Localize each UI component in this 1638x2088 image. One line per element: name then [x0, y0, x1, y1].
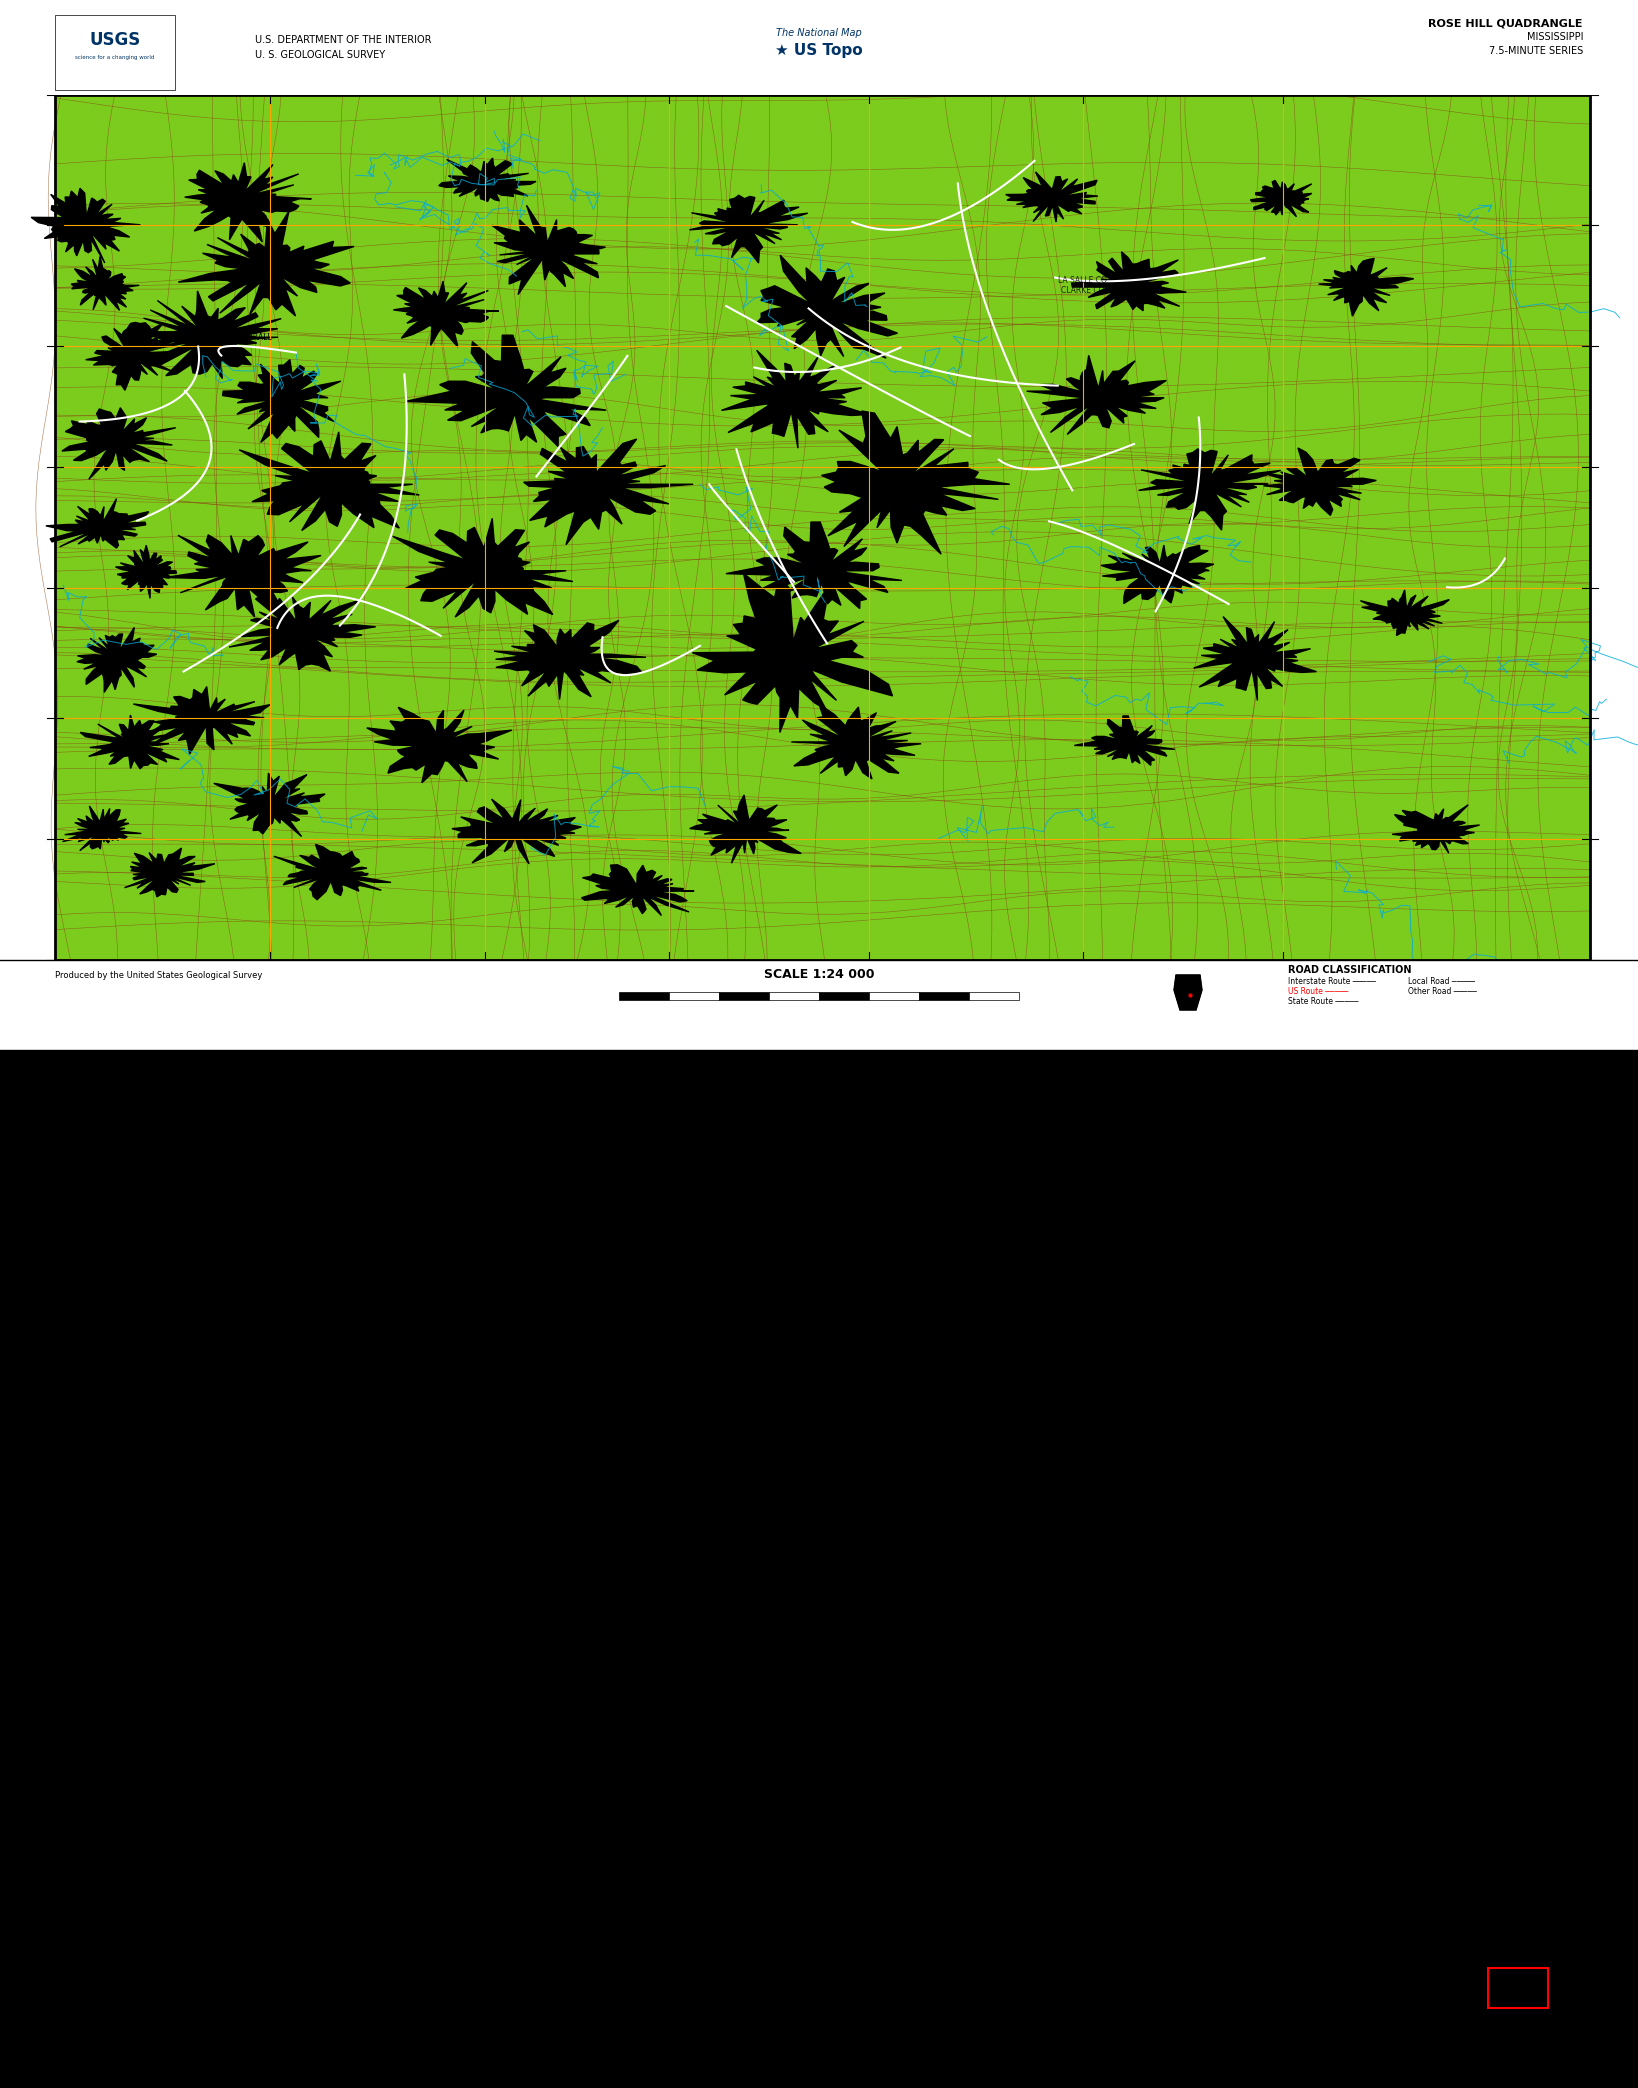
- Text: USGS: USGS: [90, 31, 141, 48]
- Polygon shape: [70, 257, 139, 311]
- Text: 32°15': 32°15': [41, 81, 69, 90]
- Polygon shape: [1138, 449, 1281, 530]
- Bar: [919, 992, 970, 1000]
- Text: science for a changing world: science for a changing world: [75, 54, 154, 58]
- Polygon shape: [31, 188, 141, 263]
- Polygon shape: [393, 282, 500, 347]
- Polygon shape: [239, 432, 419, 530]
- Bar: [668, 992, 719, 1000]
- Text: ★ US Topo: ★ US Topo: [775, 42, 863, 58]
- Polygon shape: [46, 499, 149, 549]
- Polygon shape: [495, 620, 645, 699]
- Polygon shape: [1263, 449, 1376, 516]
- Text: 32°07'30": 32°07'30": [34, 973, 75, 981]
- Polygon shape: [1360, 591, 1450, 635]
- Polygon shape: [124, 848, 215, 898]
- Text: 7.5-MINUTE SERIES: 7.5-MINUTE SERIES: [1489, 46, 1582, 56]
- Polygon shape: [822, 411, 1009, 553]
- Bar: [0, 0, 1638, 94]
- Polygon shape: [185, 163, 311, 242]
- Text: Produced by the United States Geological Survey: Produced by the United States Geological…: [56, 971, 262, 979]
- Polygon shape: [491, 205, 606, 294]
- Bar: [56, 15, 175, 90]
- Polygon shape: [116, 545, 177, 599]
- Polygon shape: [726, 522, 903, 608]
- Polygon shape: [757, 255, 898, 359]
- Polygon shape: [62, 407, 175, 480]
- Polygon shape: [213, 773, 324, 837]
- Polygon shape: [405, 336, 606, 447]
- Text: 88°45': 88°45': [1576, 973, 1604, 981]
- Text: SCALE 1:24 000: SCALE 1:24 000: [763, 969, 875, 981]
- Polygon shape: [1101, 545, 1214, 603]
- Bar: [0, 960, 1638, 1050]
- Text: ROAD CLASSIFICATION: ROAD CLASSIFICATION: [1287, 965, 1412, 975]
- Polygon shape: [1194, 616, 1317, 699]
- Text: Other Road ─────: Other Road ─────: [1409, 988, 1477, 996]
- Polygon shape: [693, 574, 893, 733]
- Text: Local Road ─────: Local Road ─────: [1409, 977, 1474, 986]
- Text: ROSE HILL QUADRANGLE: ROSE HILL QUADRANGLE: [1428, 19, 1582, 27]
- Polygon shape: [80, 714, 179, 768]
- Polygon shape: [85, 322, 177, 390]
- Polygon shape: [721, 351, 868, 449]
- Polygon shape: [179, 211, 354, 315]
- Polygon shape: [223, 359, 341, 443]
- Polygon shape: [133, 687, 270, 754]
- Text: 88°45': 88°45': [1576, 81, 1604, 90]
- Bar: [0, 1050, 1638, 2088]
- Polygon shape: [524, 438, 693, 545]
- Bar: [1487, 1969, 1548, 2009]
- Polygon shape: [1027, 355, 1166, 434]
- Polygon shape: [791, 704, 921, 779]
- Polygon shape: [229, 595, 375, 670]
- Text: State Route ─────: State Route ─────: [1287, 998, 1358, 1006]
- Polygon shape: [393, 518, 573, 618]
- Text: US Route ─────: US Route ─────: [1287, 988, 1348, 996]
- Polygon shape: [690, 196, 808, 263]
- Polygon shape: [165, 535, 321, 618]
- Text: U.S. DEPARTMENT OF THE INTERIOR: U.S. DEPARTMENT OF THE INTERIOR: [256, 35, 431, 46]
- Bar: [56, 94, 1590, 960]
- Bar: [719, 992, 768, 1000]
- Polygon shape: [274, 844, 391, 900]
- Text: U. S. GEOLOGICAL SURVEY: U. S. GEOLOGICAL SURVEY: [256, 50, 385, 61]
- Polygon shape: [367, 708, 511, 783]
- Polygon shape: [439, 159, 536, 200]
- Text: Interstate Route ─────: Interstate Route ─────: [1287, 977, 1376, 986]
- Bar: [768, 992, 819, 1000]
- Polygon shape: [77, 626, 157, 693]
- Bar: [619, 992, 668, 1000]
- Polygon shape: [1071, 253, 1186, 311]
- Polygon shape: [690, 796, 801, 862]
- Text: MISSISSIPPI: MISSISSIPPI: [1527, 31, 1582, 42]
- Polygon shape: [1319, 259, 1414, 315]
- Polygon shape: [1250, 180, 1312, 217]
- Bar: [870, 992, 919, 1000]
- Polygon shape: [1392, 804, 1479, 854]
- Bar: [970, 992, 1019, 1000]
- Polygon shape: [139, 290, 282, 378]
- Polygon shape: [1006, 171, 1097, 221]
- Text: The National Map: The National Map: [776, 27, 862, 38]
- Polygon shape: [452, 800, 581, 864]
- Text: LA SALLE CO.
CLARKE CO.: LA SALLE CO. CLARKE CO.: [1058, 276, 1109, 294]
- Polygon shape: [62, 806, 141, 850]
- Bar: [819, 992, 870, 1000]
- Polygon shape: [581, 864, 695, 915]
- Polygon shape: [1075, 716, 1174, 766]
- Bar: [56, 94, 1590, 960]
- Text: SUMRALL: SUMRALL: [236, 332, 272, 342]
- Polygon shape: [1174, 975, 1202, 1011]
